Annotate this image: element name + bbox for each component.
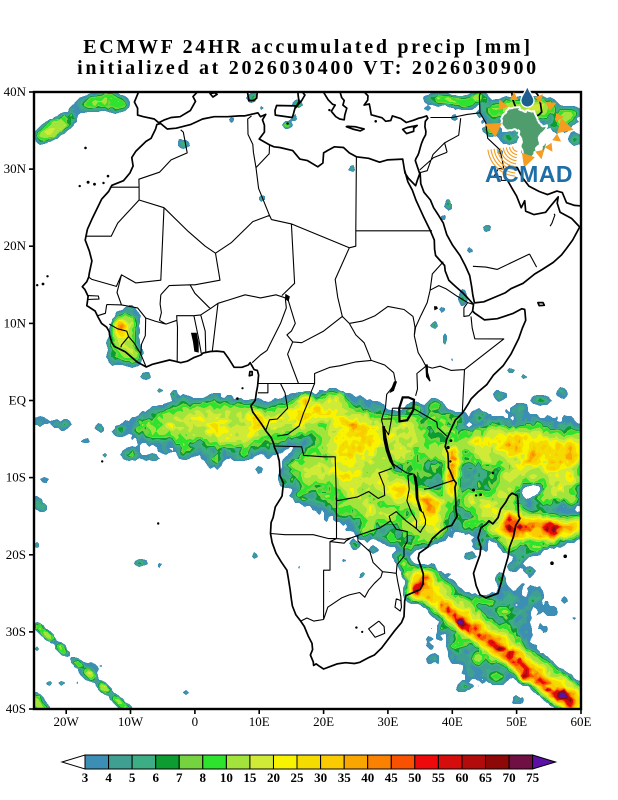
svg-text:5: 5: [129, 770, 136, 785]
svg-text:75: 75: [526, 770, 540, 785]
svg-text:6: 6: [152, 770, 159, 785]
svg-text:10N: 10N: [4, 315, 27, 330]
svg-text:20E: 20E: [313, 714, 334, 729]
svg-text:60: 60: [456, 770, 469, 785]
svg-text:initialized at 2026030400 VT:: initialized at 2026030400 VT: 2026030900: [77, 57, 539, 79]
svg-text:45: 45: [385, 770, 399, 785]
svg-text:70: 70: [503, 770, 516, 785]
svg-text:ACMAD: ACMAD: [485, 161, 573, 187]
svg-text:20S: 20S: [6, 547, 26, 562]
svg-text:ECMWF 24HR accumulated precip: ECMWF 24HR accumulated precip [mm]: [83, 36, 533, 58]
svg-text:20: 20: [267, 770, 280, 785]
svg-text:10: 10: [220, 770, 233, 785]
svg-text:25: 25: [291, 770, 305, 785]
svg-text:30N: 30N: [4, 161, 27, 176]
svg-text:0: 0: [192, 714, 199, 729]
svg-text:40N: 40N: [4, 84, 27, 99]
svg-text:3: 3: [82, 770, 89, 785]
svg-text:65: 65: [479, 770, 493, 785]
svg-text:40S: 40S: [6, 701, 26, 716]
svg-text:30S: 30S: [6, 624, 26, 639]
svg-text:10E: 10E: [249, 714, 270, 729]
svg-text:EQ: EQ: [9, 393, 27, 408]
svg-text:35: 35: [338, 770, 352, 785]
svg-text:40E: 40E: [442, 714, 463, 729]
svg-text:8: 8: [200, 770, 207, 785]
svg-text:15: 15: [243, 770, 257, 785]
svg-text:10S: 10S: [6, 470, 26, 485]
svg-text:50E: 50E: [506, 714, 527, 729]
svg-text:30: 30: [314, 770, 327, 785]
svg-text:55: 55: [432, 770, 446, 785]
svg-text:10W: 10W: [118, 714, 144, 729]
svg-text:20W: 20W: [54, 714, 80, 729]
svg-text:30E: 30E: [377, 714, 398, 729]
svg-text:60E: 60E: [571, 714, 592, 729]
svg-text:40: 40: [361, 770, 374, 785]
svg-text:7: 7: [176, 770, 183, 785]
svg-text:20N: 20N: [4, 238, 27, 253]
svg-text:4: 4: [105, 770, 112, 785]
svg-text:50: 50: [408, 770, 421, 785]
